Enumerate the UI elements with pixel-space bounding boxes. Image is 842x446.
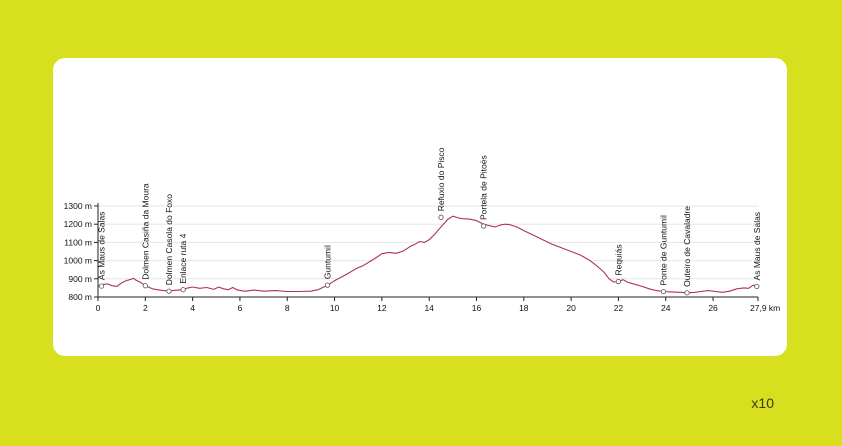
x-tick-label: 20	[566, 303, 576, 313]
y-tick-label: 900 m	[68, 274, 92, 284]
zoom-label: x10	[751, 395, 774, 411]
elevation-fill	[98, 216, 758, 297]
waypoint-marker	[684, 290, 690, 296]
x-tick-label: 14	[424, 303, 434, 313]
waypoint-label: Outeiro de Cavaladre	[682, 206, 692, 287]
y-tick-label: 1000 m	[64, 256, 92, 266]
waypoint-marker	[180, 287, 186, 293]
waypoint-label: Enlace ruta 4	[178, 233, 188, 283]
elevation-line	[97, 215, 759, 294]
x-tick-label: 10	[330, 303, 340, 313]
x-tick-label: 16	[472, 303, 482, 313]
waypoint-label: Portela de Pitoës	[479, 155, 489, 220]
x-tick-label: 4	[190, 303, 195, 313]
x-tick-label: 27,9 km	[750, 303, 780, 313]
waypoint-marker	[166, 288, 172, 294]
waypoint-label: Requiás	[613, 244, 623, 275]
y-tick-label: 1100 m	[64, 237, 92, 247]
y-axis-ticks: 800 m 900 m 1000 m 1100 m 1200 m 1300 m	[64, 201, 98, 302]
x-tick-label: 18	[519, 303, 529, 313]
waypoint-marker	[480, 223, 487, 229]
waypoint-marker	[142, 283, 148, 289]
x-tick-label: 26	[708, 303, 718, 313]
waypoint-marker	[754, 283, 760, 290]
axes	[97, 203, 758, 298]
x-tick-label: 6	[238, 303, 243, 313]
waypoint-marker	[660, 288, 666, 295]
waypoint-marker	[615, 278, 622, 285]
waypoint-label: As Maus de Salas	[97, 212, 107, 281]
waypoint-label: Dolmen Casola do Foxo	[164, 194, 174, 285]
x-tick-label: 0	[96, 303, 101, 313]
x-axis-ticks: 0 2 4 6 8 10 12 14 16 18 20 22 24 26 27,9 km	[96, 297, 780, 313]
x-tick-label: 24	[661, 303, 671, 313]
waypoint-marker	[324, 282, 331, 288]
elevation-area	[97, 215, 759, 297]
waypoint-label: Dolmen Casiña da Moura	[140, 183, 150, 280]
waypoint-label: As Maus de Salas	[752, 212, 762, 281]
y-tick-label: 1300 m	[64, 201, 92, 211]
waypoint-label: Refuxio do Pisco	[436, 147, 446, 211]
y-tick-label: 1200 m	[64, 219, 92, 229]
x-tick-label: 12	[377, 303, 387, 313]
x-tick-label: 8	[285, 303, 290, 313]
x-tick-label: 22	[614, 303, 624, 313]
waypoint-marker	[438, 214, 444, 220]
waypoints: As Maus de Salas Dolmen Casiña da Moura Do…	[97, 147, 762, 296]
waypoint-label: Guntumil	[322, 245, 332, 279]
waypoint-label: Ponte de Guntumil	[658, 215, 668, 286]
y-tick-label: 800 m	[68, 292, 92, 302]
x-tick-label: 2	[143, 303, 148, 313]
waypoint-marker	[98, 283, 105, 289]
